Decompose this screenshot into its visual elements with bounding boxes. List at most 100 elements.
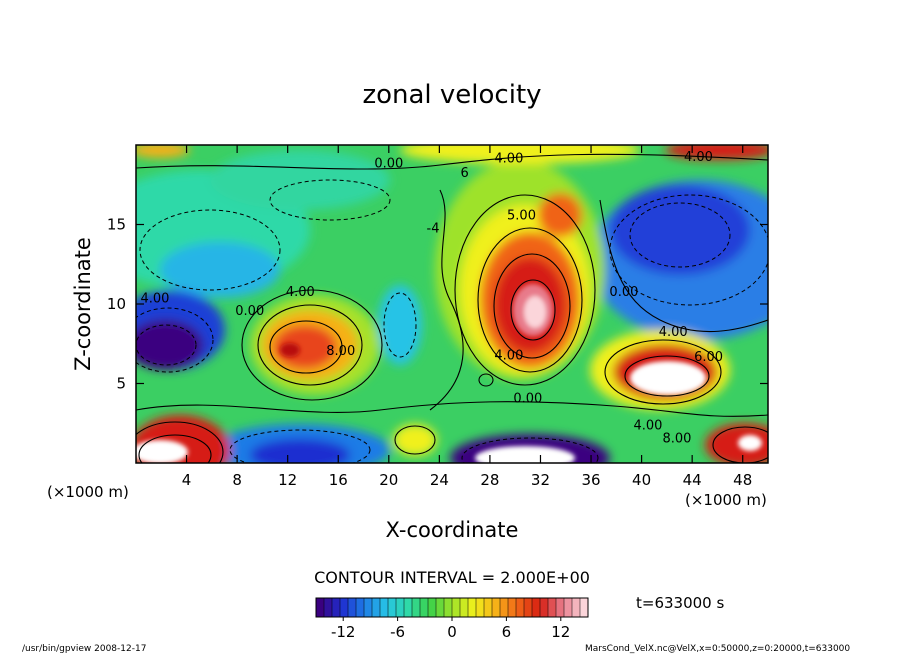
field-region <box>136 145 190 158</box>
contour-label: 8.00 <box>663 431 692 446</box>
x-tick-label: 4 <box>182 471 192 489</box>
x-tick-label: 32 <box>531 471 550 489</box>
y-axis-label: Z-coordinate <box>71 237 95 371</box>
field-region <box>250 439 350 463</box>
colorbar-swatch <box>388 598 397 617</box>
contour-line-negative <box>383 292 417 358</box>
contour-interval-label: CONTOUR INTERVAL = 2.000E+00 <box>314 568 590 587</box>
colorbar-swatch <box>404 598 413 617</box>
colorbar-swatch <box>492 598 501 617</box>
colorbar-swatch <box>508 598 517 617</box>
contour-line <box>138 434 212 463</box>
field-region <box>136 320 203 370</box>
colorbar-swatch <box>548 598 557 617</box>
contour-label: 4.00 <box>494 349 523 364</box>
x-axis-unit-right: (×1000 m) <box>685 491 767 509</box>
colorbar-swatch <box>356 598 365 617</box>
field-region <box>393 424 437 456</box>
x-axis-label: X-coordinate <box>386 518 519 542</box>
colorbar-swatch <box>580 598 589 617</box>
contour-line <box>604 339 722 405</box>
colorbar-swatch <box>396 598 405 617</box>
contour-line-negative <box>136 307 214 373</box>
colorbar-tick-label: -12 <box>331 623 356 641</box>
colorbar-tick-label: 6 <box>502 623 512 641</box>
contour-label: 0.00 <box>513 392 542 407</box>
contour-line <box>136 153 768 170</box>
contour-line <box>241 289 383 401</box>
field-core <box>630 361 706 395</box>
contour-label: -4 <box>427 221 440 236</box>
field-core <box>475 446 575 463</box>
colorbar-tick-label: 0 <box>447 623 457 641</box>
y-tick-label: 5 <box>116 375 126 393</box>
contour-label: 0.00 <box>235 304 264 319</box>
colorbar-swatch <box>420 598 429 617</box>
colorbar-swatch <box>348 598 357 617</box>
colorbar-swatch <box>468 598 477 617</box>
colorbar-swatch <box>412 598 421 617</box>
contour-line <box>394 425 436 455</box>
field-region <box>378 285 422 365</box>
x-tick-label: 24 <box>430 471 449 489</box>
colorbar-swatch <box>556 598 565 617</box>
velocity-field: 0.00 4.00 4.006-45.004.00 4.000.008.00 4.000… <box>136 145 768 463</box>
colorbar-swatch <box>316 598 325 617</box>
contour-line <box>477 227 583 373</box>
x-tick-label: 16 <box>329 471 348 489</box>
contour-line <box>712 426 768 463</box>
contour-line <box>136 421 224 463</box>
colorbar-swatch <box>332 598 341 617</box>
colorbar-swatch <box>452 598 461 617</box>
contour-line-negative <box>629 202 731 268</box>
contour-label: 4.00 <box>659 325 688 340</box>
time-label: t=633000 s <box>636 594 724 612</box>
contour-label: 4.00 <box>684 150 713 165</box>
colorbar-tick-label: 12 <box>551 623 570 641</box>
contour-line <box>478 373 494 387</box>
contour-label: 6.00 <box>694 350 723 365</box>
x-tick-label: 44 <box>683 471 702 489</box>
colorbar-swatch <box>380 598 389 617</box>
colorbar-swatch <box>340 598 349 617</box>
contour-line <box>257 304 363 386</box>
contour-line <box>269 320 343 374</box>
field-region <box>210 150 390 210</box>
contour-line-negative <box>136 324 197 366</box>
contour-line <box>624 355 710 397</box>
contour-label: 0.00 <box>374 156 403 171</box>
field-core <box>136 440 188 463</box>
contour-line <box>510 279 556 341</box>
x-tick-label: 8 <box>232 471 242 489</box>
x-tick-label: 48 <box>733 471 752 489</box>
colorbar-swatch <box>324 598 333 617</box>
contour-label: 0.00 <box>609 285 638 300</box>
colorbar-swatch <box>500 598 509 617</box>
colorbar-swatch <box>428 598 437 617</box>
field-core <box>738 435 762 451</box>
contour-line <box>429 189 464 411</box>
contour-line <box>454 194 596 386</box>
contour-line <box>136 401 768 417</box>
contour-line-negative <box>461 437 599 463</box>
colorbar <box>315 597 589 618</box>
x-tick-label: 20 <box>379 471 398 489</box>
colorbar-swatch <box>364 598 373 617</box>
contour-line-negative <box>609 194 768 306</box>
colorbar-swatch <box>540 598 549 617</box>
chart-title: zonal velocity <box>362 80 541 110</box>
colorbar-swatch <box>436 598 445 617</box>
contour-label: 4.00 <box>633 419 662 434</box>
field-region <box>538 193 582 237</box>
field-region <box>160 242 280 298</box>
x-tick-label: 40 <box>632 471 651 489</box>
colorbar-swatch <box>444 598 453 617</box>
contour-line <box>599 199 768 333</box>
colorbar-swatch <box>460 598 469 617</box>
contour-label: 5.00 <box>507 209 536 224</box>
colorbar-swatch <box>484 598 493 617</box>
field-region <box>400 145 640 164</box>
footer-right: MarsCond_VelX.nc@VelX,x=0:50000,z=0:2000… <box>585 644 850 654</box>
colorbar-swatch <box>524 598 533 617</box>
y-tick-label: 10 <box>107 295 126 313</box>
